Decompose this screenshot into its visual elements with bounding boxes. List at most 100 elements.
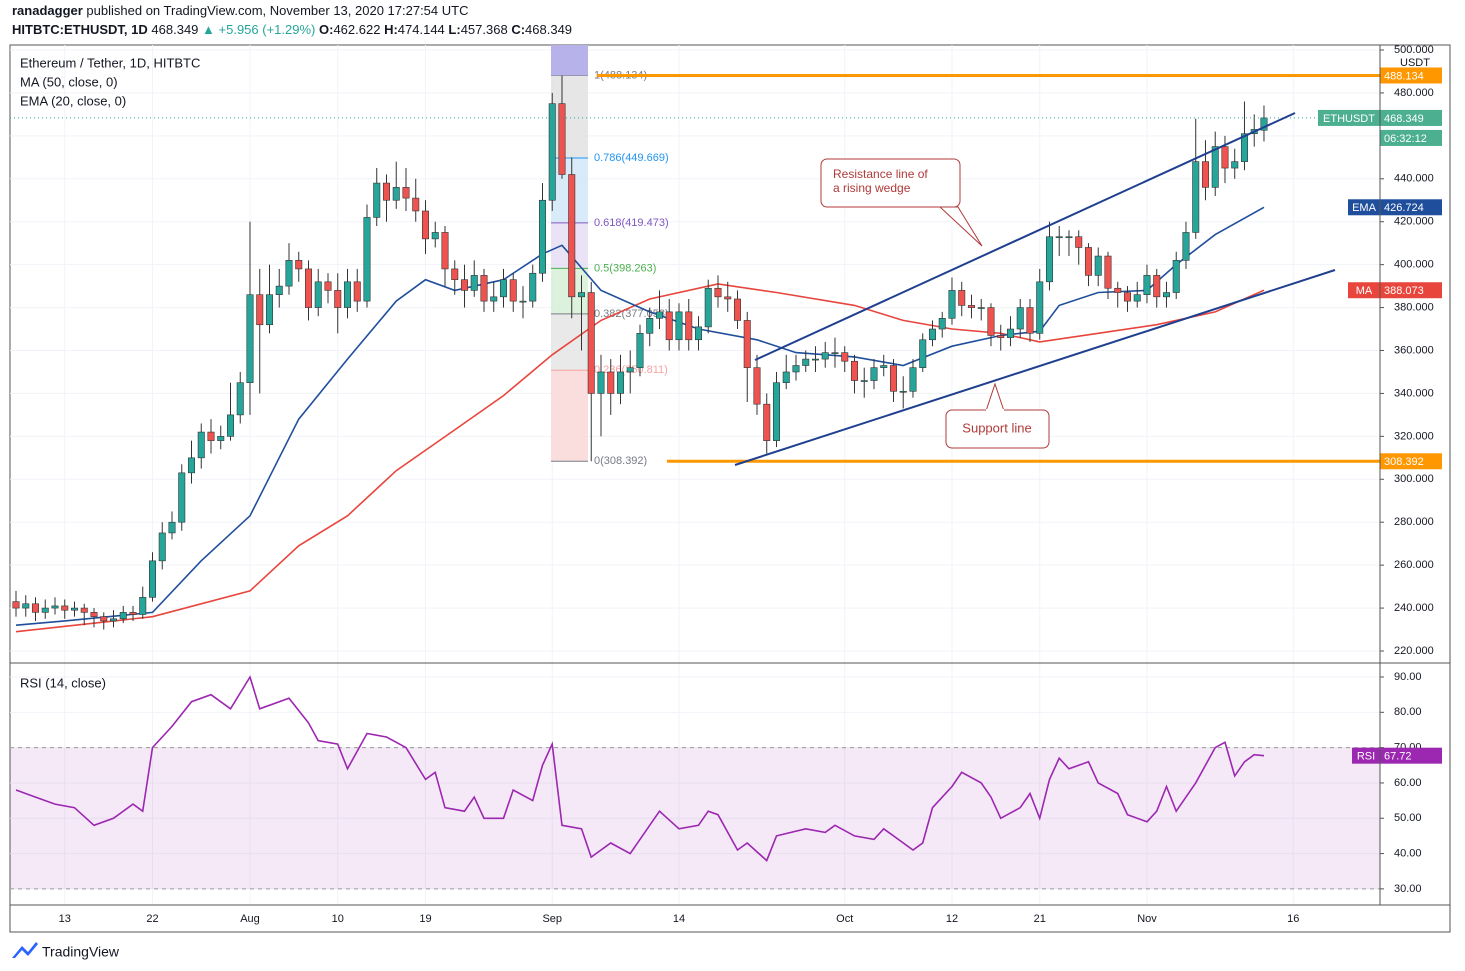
change: ▲ +5.956 (+1.29%) [202,22,315,37]
candle-body [1045,236,1053,283]
y-tick-label: 80.00 [1394,706,1422,718]
rsi-title: RSI (14, close) [20,675,106,690]
hline-price-label-bg [1380,67,1442,84]
candle-body [577,292,585,298]
candle-body [1036,281,1044,334]
candle-body [548,103,556,201]
candle-body [304,268,312,308]
moving-average-line [15,206,1265,626]
candle-body [490,296,498,302]
candle-body [499,279,507,298]
candle-body [246,294,254,383]
l-key: L: [448,22,460,37]
candle-body [1075,236,1083,248]
candle-body [90,612,98,617]
candle-body [568,174,576,298]
candle-body [1153,275,1161,298]
candle-body [928,328,936,341]
series-name: EMA [1352,202,1377,214]
y-tick-label: 240.000 [1394,602,1434,614]
x-tick-label: Sep [542,913,562,925]
x-tick-label: 22 [146,913,158,925]
x-tick-label: Aug [240,913,260,925]
x-tick-label: 21 [1034,913,1046,925]
candle-body [1260,117,1268,131]
symbol-tag: ETHUSDT [1323,113,1375,125]
y-tick-label: 220.000 [1394,645,1434,657]
fib-label: 0(308.392) [594,455,647,467]
candle-body [295,260,303,270]
candle-body [538,199,546,274]
candle-body [850,360,858,381]
c-key: C: [511,22,525,37]
support-trendline [734,269,1336,466]
l-val: 457.368 [461,22,508,37]
candle-body [763,403,771,441]
candle-body [831,352,839,354]
candle-body [792,365,800,373]
y-tick-label: 360.000 [1394,344,1434,356]
candle-body [1192,161,1200,233]
annotation-text: Support line [962,420,1031,435]
fib-label: 0.5(398.263) [594,262,656,274]
candle-body [753,367,761,405]
candle-body [1084,247,1092,276]
fib-label: 0.618(419.473) [594,217,669,229]
callout-pointer [985,382,1005,412]
series-value-label: 388.073 [1384,285,1424,297]
y-tick-label: 400.000 [1394,259,1434,271]
y-tick-label: 60.00 [1394,777,1422,789]
x-tick-label: 14 [673,913,685,925]
candle-body [1182,232,1190,261]
candle-body [558,103,566,175]
candle-body [70,607,78,611]
candle-body [587,292,595,394]
candle-body [1016,307,1024,330]
candle-body [129,612,137,615]
candle-body [324,281,332,291]
fib-label: 0.786(449.669) [594,152,669,164]
y-tick-label: 40.00 [1394,847,1422,859]
candle-body [402,187,410,199]
x-tick-label: 12 [946,913,958,925]
candle-body [363,217,371,302]
candle-body [226,414,234,437]
candle-body [655,311,663,319]
candle-body [382,182,390,201]
candle-body [626,367,634,373]
x-tick-label: Oct [836,913,853,925]
candle-body [100,616,108,622]
candle-body [938,318,946,330]
symbol-tag-bg [1318,109,1380,126]
candle-body [431,232,439,240]
candle-body [1123,292,1131,302]
y-tick-label: 30.00 [1394,883,1422,895]
y-tick-label: 320.000 [1394,430,1434,442]
candle-body [1221,146,1229,169]
candle-body [1211,146,1219,188]
candle-body [509,279,517,302]
candle-body [51,605,59,609]
candle-body [1172,260,1180,293]
candle-body [1006,328,1014,338]
candle-body [646,318,654,334]
series-value-label-bg [1380,747,1442,764]
candle-body [782,371,790,383]
candle-body [275,285,283,295]
series-value-label-bg [1380,199,1442,216]
countdown-bg [1380,129,1442,146]
candle-body [733,298,741,321]
candle-body [353,281,361,302]
candle-body [1094,255,1102,276]
y-tick-label: 340.000 [1394,387,1434,399]
o-key: O: [319,22,333,37]
candle-body [314,281,322,308]
logo [12,942,38,958]
publish-line: ranadagger published on TradingView.com,… [12,3,468,18]
candle-body [168,521,176,534]
series-name: MA [1356,285,1373,297]
candle-body [236,382,244,416]
candle-body [119,612,127,620]
candle-body [997,335,1005,338]
candle-body [977,307,985,309]
